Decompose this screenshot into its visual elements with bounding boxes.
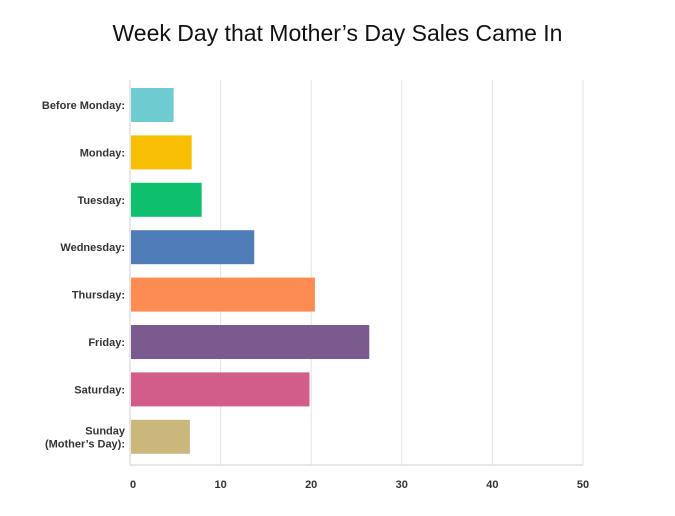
chart-title: Week Day that Mother’s Day Sales Came In	[112, 20, 563, 46]
bar	[131, 277, 315, 312]
bar	[131, 325, 370, 359]
category-label: Tuesday:	[78, 195, 125, 207]
category-label: Monday:	[80, 147, 125, 159]
x-tick-label: 30	[396, 479, 408, 491]
x-tick-label: 50	[577, 479, 589, 491]
x-tick-label: 20	[305, 479, 317, 491]
bar	[131, 135, 192, 170]
category-label: Friday:	[88, 337, 125, 349]
bar	[131, 372, 310, 407]
category-label: Saturday:	[74, 384, 125, 396]
category-label: Thursday:	[72, 290, 125, 302]
bar	[131, 182, 202, 217]
bar	[131, 419, 190, 454]
bar	[131, 88, 174, 122]
category-label: Wednesday:	[60, 242, 125, 254]
x-tick-label: 40	[486, 479, 498, 491]
category-label: Before Monday:	[42, 100, 125, 112]
category-label: Sunday (Mother’s Day):	[45, 425, 126, 450]
bar	[131, 230, 255, 265]
x-tick-label: 10	[214, 479, 226, 491]
x-tick-label: 0	[130, 479, 136, 491]
